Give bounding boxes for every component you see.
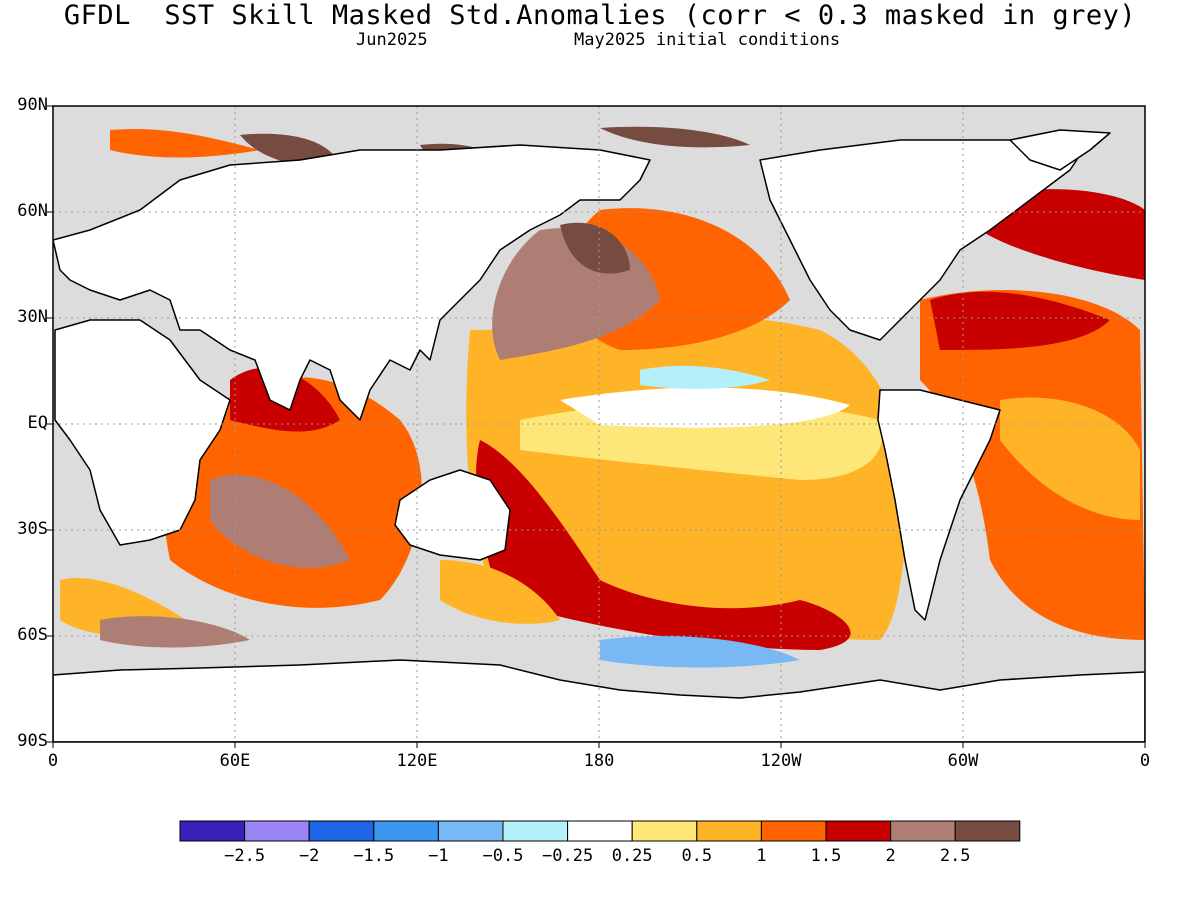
anomaly-region	[560, 222, 630, 274]
colorbar-label: 2.5	[939, 846, 971, 866]
lon-label: 120W	[760, 751, 802, 771]
anomaly-region	[930, 291, 1110, 350]
forecast-month: Jun2025	[356, 30, 428, 50]
colorbar-label: 1.5	[810, 846, 842, 866]
anomaly-region	[100, 616, 250, 648]
colorbar-label: −1.5	[353, 846, 395, 866]
lon-label: 180	[583, 751, 615, 771]
anomaly-region	[600, 636, 800, 668]
colorbar-label: −0.25	[542, 846, 594, 866]
land-eurasia	[53, 144, 651, 421]
axis-ticks	[47, 105, 1146, 748]
land-south-america	[877, 389, 1001, 621]
anomaly-region	[210, 474, 350, 568]
colorbar-swatch	[631, 820, 698, 842]
lat-label: 30N	[17, 307, 48, 327]
colorbar-label: 0.5	[681, 846, 713, 866]
colorbar-label: −1	[428, 846, 449, 866]
lon-label: 60E	[219, 751, 251, 771]
anomaly-region	[163, 377, 422, 608]
lat-label: 90N	[17, 95, 48, 115]
colorbar-label: −2.5	[224, 846, 266, 866]
anomaly-region	[600, 126, 750, 148]
lat-label: EQ	[27, 413, 48, 433]
anomaly-region	[476, 440, 851, 650]
colorbar-swatch	[890, 820, 956, 842]
colorbar-label: 0.25	[611, 846, 653, 866]
lat-label: 60S	[17, 625, 48, 645]
colorbar-label: −0.5	[482, 846, 524, 866]
map-field	[53, 106, 1145, 742]
anomaly-region	[110, 129, 260, 158]
anomaly-region	[560, 387, 850, 428]
colorbar-swatch	[502, 820, 569, 842]
colorbar	[179, 820, 1021, 842]
lat-label: 90S	[17, 731, 48, 751]
chart-title: GFDL SST Skill Masked Std.Anomalies (cor…	[63, 0, 1137, 31]
lat-label: 60N	[17, 201, 48, 221]
lon-label: 120E	[396, 751, 438, 771]
graticule	[53, 106, 1145, 742]
land-greenland	[1009, 129, 1111, 171]
land-africa	[54, 319, 231, 546]
anomaly-region	[440, 560, 560, 624]
colorbar-label: 2	[885, 846, 896, 866]
colorbar-swatch	[179, 820, 246, 842]
colorbar-label: 1	[756, 846, 767, 866]
anomaly-region	[1000, 397, 1140, 520]
colorbar-swatch	[760, 820, 827, 842]
colorbar-swatch	[696, 820, 762, 842]
lon-label: 0	[1139, 751, 1151, 771]
colorbar-swatch	[244, 820, 310, 842]
land-australia	[394, 469, 511, 561]
lat-label: 30S	[17, 519, 48, 539]
colorbar-swatch	[308, 820, 375, 842]
colorbar-swatch	[954, 820, 1021, 842]
land-north-america	[759, 139, 1091, 341]
colorbar-swatch	[567, 820, 633, 842]
colorbar-swatch	[825, 820, 892, 842]
lon-label: 0	[47, 751, 59, 771]
initial-conditions: May2025 initial conditions	[574, 30, 841, 50]
anomaly-region	[640, 365, 770, 389]
colorbar-swatch	[373, 820, 439, 842]
colorbar-swatch	[437, 820, 504, 842]
lon-label: 60W	[947, 751, 979, 771]
colorbar-label: −2	[298, 846, 320, 866]
